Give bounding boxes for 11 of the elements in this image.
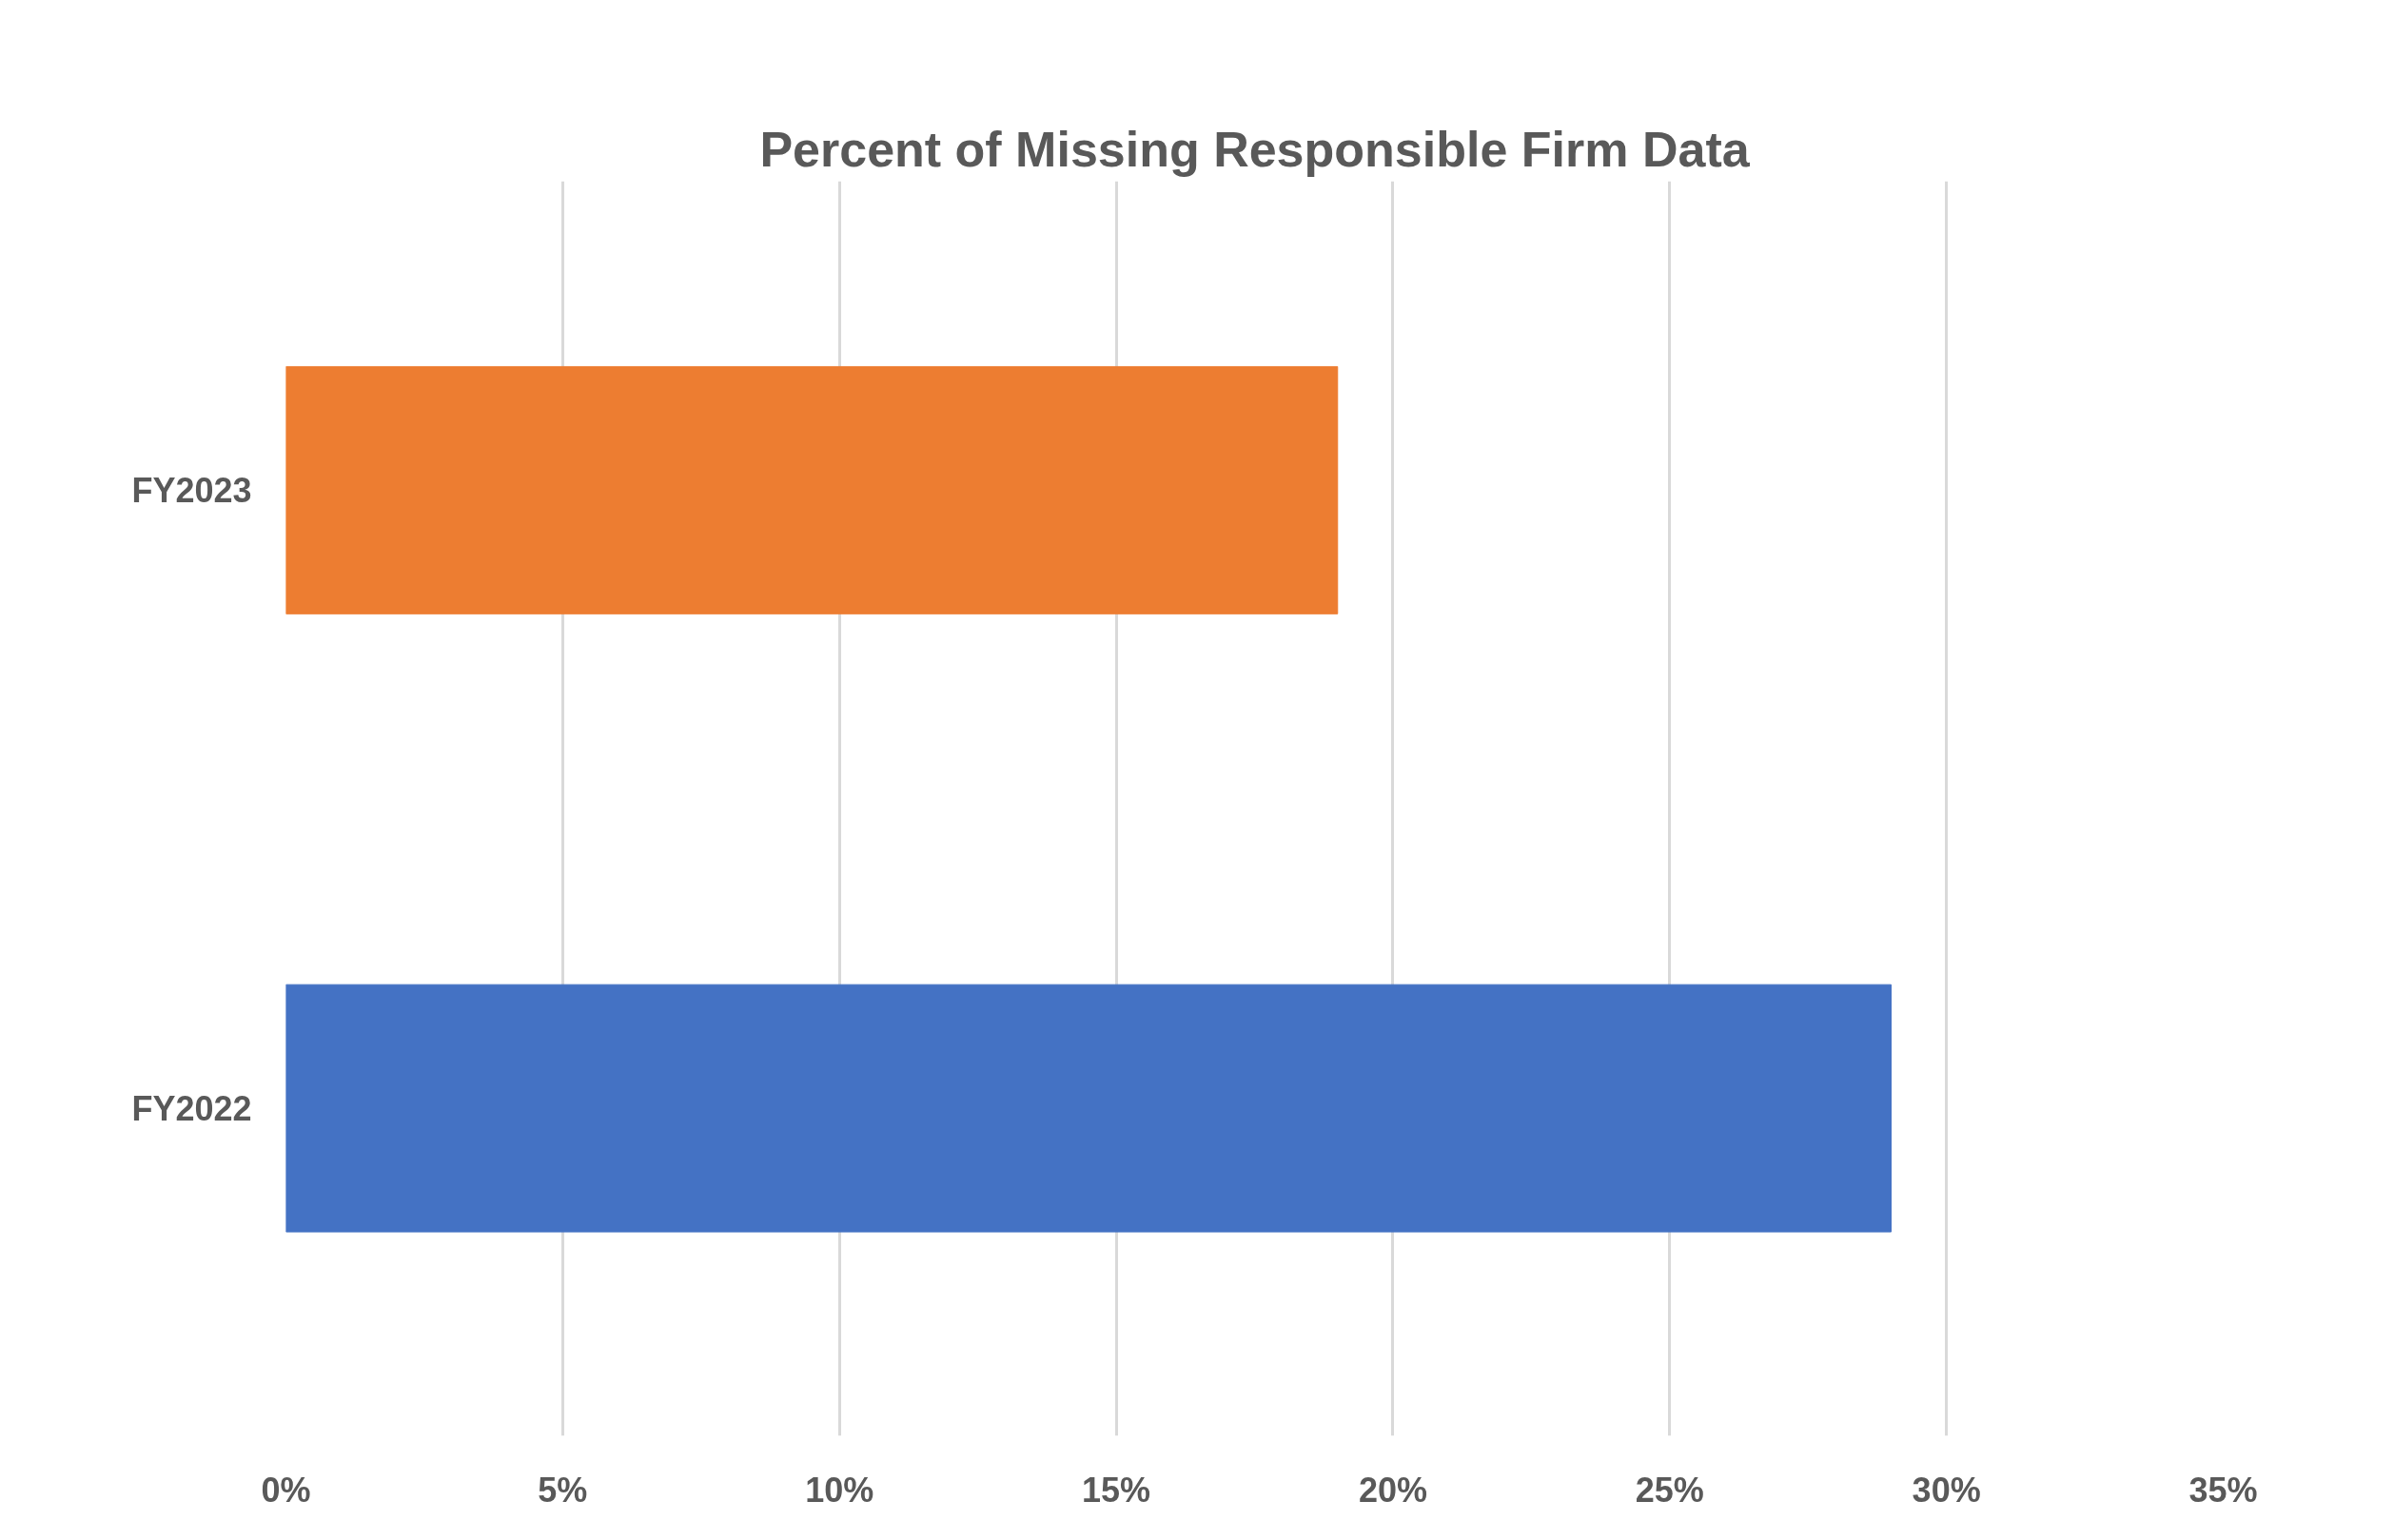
x-tick-label: 15% <box>1082 1470 1151 1510</box>
x-tick-label: 30% <box>1912 1470 1981 1510</box>
x-tick-label: 25% <box>1635 1470 1704 1510</box>
x-tick-label: 20% <box>1358 1470 1427 1510</box>
y-tick-label: FY2022 <box>131 1088 252 1128</box>
x-tick-label: 35% <box>2188 1470 2258 1510</box>
x-tick-label: 0% <box>261 1470 311 1510</box>
y-tick-label: FY2023 <box>131 470 252 510</box>
x-tick-label: 5% <box>538 1470 588 1510</box>
x-tick-label: 10% <box>805 1470 874 1510</box>
chart-title: Percent of Missing Responsible Firm Data <box>759 121 1751 177</box>
